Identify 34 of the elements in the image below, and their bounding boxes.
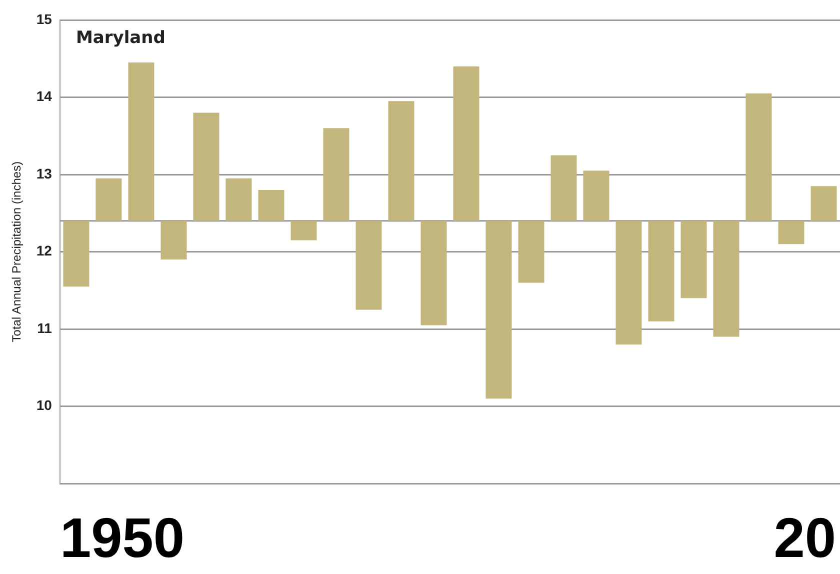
y-axis-title: Total Annual Precipitation (inches) [10, 161, 24, 342]
bar [616, 220, 642, 345]
text: Maryland [76, 28, 166, 48]
bar [746, 93, 772, 221]
bar [453, 66, 480, 221]
y-tick-label: 13 [36, 165, 52, 182]
bar [518, 220, 544, 283]
bar [356, 220, 382, 310]
bar [258, 190, 284, 221]
bar [160, 220, 187, 260]
bar [63, 220, 90, 287]
bar [648, 220, 674, 322]
y-tick-label: 12 [36, 242, 52, 259]
y-tick-label: 14 [36, 88, 52, 104]
bar [96, 178, 122, 221]
bar [550, 155, 577, 221]
y-tick-label: 15 [36, 10, 52, 27]
bar [193, 112, 220, 221]
bar [128, 62, 154, 221]
bar [778, 220, 804, 244]
text: 20 [774, 506, 836, 569]
bar [680, 220, 707, 298]
bar [226, 178, 252, 221]
y-tick-label: 10 [36, 397, 52, 414]
bar [810, 186, 837, 221]
bar [713, 220, 740, 337]
bar [583, 170, 610, 221]
bar [486, 220, 512, 399]
bar [420, 220, 447, 326]
text: 1950 [60, 506, 185, 569]
bar [388, 101, 414, 221]
y-tick-label: 11 [37, 320, 52, 336]
bar [323, 128, 350, 221]
bar [290, 220, 317, 240]
